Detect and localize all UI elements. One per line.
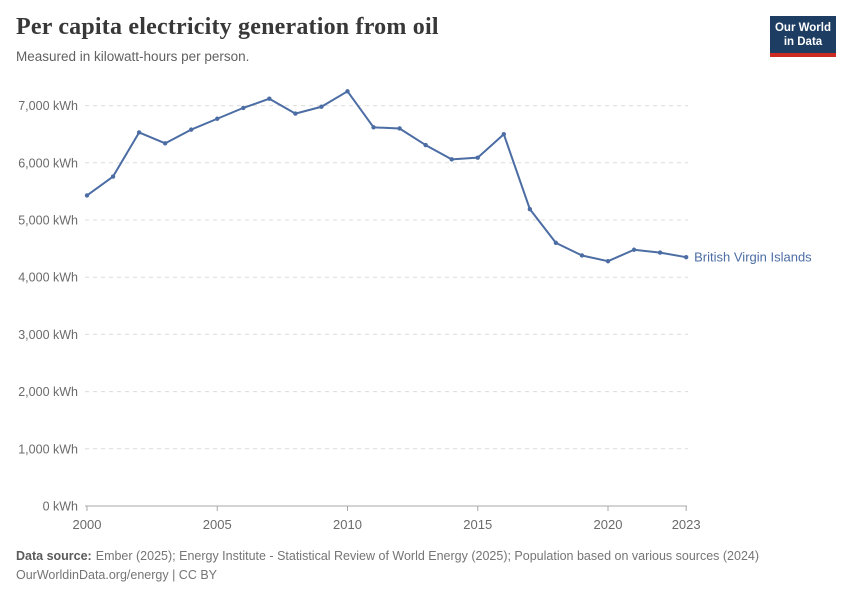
data-point[interactable] [527, 206, 533, 212]
data-point[interactable] [397, 126, 402, 131]
x-tick-label: 2023 [672, 517, 701, 532]
x-tick-label: 2010 [333, 517, 362, 532]
data-point[interactable] [423, 142, 428, 148]
data-source-label: Data source: [16, 549, 92, 563]
y-tick-label: 6,000 kWh [18, 156, 78, 170]
data-point[interactable] [267, 96, 272, 101]
data-point[interactable] [162, 141, 168, 146]
chart-footer: Data source: Ember (2025); Energy Institu… [16, 547, 836, 584]
data-point[interactable] [449, 157, 454, 162]
chart-subtitle: Measured in kilowatt-hours per person. [16, 49, 250, 64]
entity-label[interactable]: British Virgin Islands [694, 250, 812, 265]
x-tick-label: 2000 [73, 517, 102, 532]
data-point[interactable] [293, 111, 298, 116]
chart-title: Per capita electricity generation from o… [16, 14, 439, 40]
data-point[interactable] [84, 193, 90, 198]
y-tick-label: 4,000 kWh [18, 271, 78, 285]
data-point[interactable] [136, 130, 142, 135]
data-point[interactable] [345, 89, 350, 94]
y-tick-label: 5,000 kWh [18, 214, 78, 228]
data-line[interactable] [86, 90, 688, 263]
data-point[interactable] [553, 240, 559, 246]
data-point[interactable] [683, 254, 689, 260]
y-tick-label: 2,000 kWh [18, 385, 78, 399]
data-point[interactable] [475, 155, 480, 160]
y-tick-label: 7,000 kWh [18, 99, 78, 113]
x-tick-label: 2005 [203, 517, 232, 532]
data-point[interactable] [371, 125, 376, 130]
y-tick-label: 1,000 kWh [18, 442, 78, 456]
chart-header: Per capita electricity generation from o… [16, 14, 756, 64]
owid-logo[interactable]: Our World in Data [770, 16, 836, 57]
footer-license-link[interactable]: OurWorldinData.org/energy | CC BY [16, 567, 218, 582]
owid-logo-line1: Our World [774, 22, 831, 34]
data-point[interactable] [501, 132, 506, 137]
data-point[interactable] [319, 104, 324, 109]
y-tick-label: 3,000 kWh [18, 328, 78, 342]
x-tick-label: 2020 [594, 517, 623, 532]
data-point[interactable] [241, 105, 246, 111]
x-tick-label: 2015 [463, 517, 492, 532]
data-point[interactable] [215, 116, 220, 121]
data-point[interactable] [631, 247, 637, 252]
data-point[interactable] [189, 127, 194, 132]
data-point[interactable] [605, 258, 611, 264]
owid-logo-line2: in Data [783, 36, 823, 48]
data-point[interactable] [579, 253, 585, 258]
data-point[interactable] [657, 250, 663, 255]
data-source-line: Data source: Ember (2025); Energy Institu… [16, 547, 836, 566]
data-point[interactable] [110, 174, 116, 179]
data-source-text: Ember (2025); Energy Institute - Statist… [95, 549, 760, 563]
y-tick-label: 0 kWh [43, 500, 78, 514]
